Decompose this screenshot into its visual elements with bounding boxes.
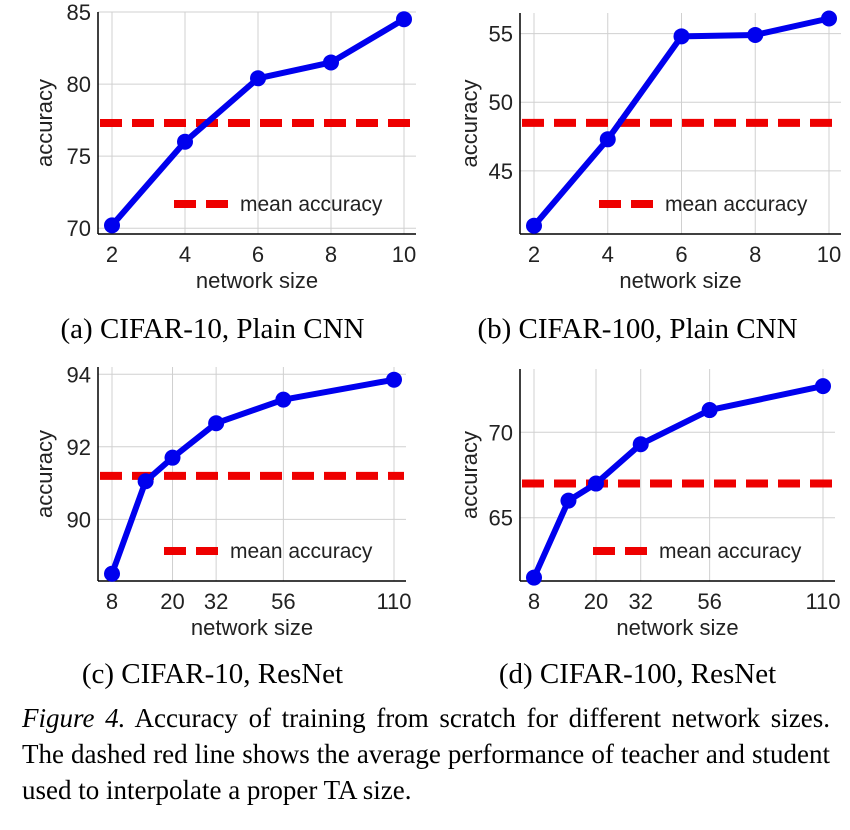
data-point	[701, 402, 718, 419]
chart-panel-c: 8 20 32 56 110 90 92 94 network size accuracy mean…	[0, 345, 425, 690]
x-tick-label: 20	[584, 589, 608, 614]
data-point	[104, 565, 120, 582]
x-tick-label: 4	[602, 242, 614, 267]
data-point	[164, 449, 181, 466]
y-tick-label: 92	[67, 435, 91, 460]
x-tick-label: 6	[252, 242, 264, 267]
subcaption-c: (c) CIFAR-10, ResNet	[81, 658, 344, 690]
data-point	[250, 70, 266, 87]
x-tick-label: 8	[106, 589, 118, 614]
x-axis-label: network size	[619, 268, 741, 293]
y-axis-label: accuracy	[32, 430, 57, 518]
figure-caption: Figure 4. Accuracy of training from scra…	[22, 700, 830, 808]
x-tick-label: 110	[805, 589, 840, 614]
data-point	[560, 492, 577, 509]
y-tick-label: 80	[67, 72, 91, 97]
x-tick-label: 8	[528, 589, 540, 614]
x-tick-label: 110	[376, 589, 411, 614]
y-tick-label: 50	[489, 90, 513, 115]
legend-label: mean accuracy	[665, 193, 808, 216]
figure-caption-text: Accuracy of training from scratch for di…	[22, 703, 831, 805]
data-point	[275, 391, 292, 408]
series-line	[531, 383, 824, 579]
data-point	[526, 569, 542, 586]
x-tick-label: 32	[628, 589, 652, 614]
x-axis-label: network size	[191, 615, 313, 640]
figure-caption-label: Figure 4.	[22, 703, 126, 733]
data-point	[323, 54, 339, 71]
x-axis-label: network size	[616, 615, 738, 640]
y-tick-label: 55	[489, 22, 513, 47]
chart-panel-a: 2 4 6 8 10 70 75 80 85 network size accuracy mean a…	[0, 0, 425, 345]
data-point	[673, 28, 690, 45]
y-tick-label: 90	[67, 507, 91, 532]
x-tick-label: 8	[749, 242, 761, 267]
data-point	[588, 475, 605, 492]
y-axis-label: accuracy	[457, 79, 482, 167]
series-line	[109, 376, 395, 575]
legend-label: mean accuracy	[230, 540, 373, 563]
chart-d: 8 20 32 56 110 65 70 network size accuracy mean a…	[457, 369, 841, 640]
y-tick-label: 70	[67, 216, 91, 241]
data-point	[747, 26, 764, 43]
chart-b: 2 4 6 8 10 45 50 55 network size accuracy mean acc…	[457, 10, 841, 293]
x-axis-label: network size	[196, 268, 318, 293]
data-point	[815, 378, 831, 395]
x-tick-label: 8	[325, 242, 337, 267]
data-point	[104, 217, 120, 234]
data-point	[396, 11, 412, 28]
data-point	[632, 436, 649, 453]
y-axis-label: accuracy	[32, 79, 57, 167]
x-tick-label: 20	[160, 589, 184, 614]
x-tick-label: 56	[697, 589, 721, 614]
y-tick-label: 65	[489, 506, 513, 531]
legend-label: mean accuracy	[659, 540, 802, 563]
x-tick-label: 6	[675, 242, 687, 267]
chart-panel-b: 2 4 6 8 10 45 50 55 network size accuracy mean acc…	[425, 0, 850, 345]
data-point	[386, 371, 402, 388]
y-tick-label: 70	[489, 420, 513, 445]
subcaption-a: (a) CIFAR-10, Plain CNN	[60, 313, 365, 345]
chart-a: 2 4 6 8 10 70 75 80 85 network size accuracy mean a…	[32, 0, 416, 293]
data-point	[177, 133, 193, 150]
x-tick-label: 2	[106, 242, 118, 267]
subcaption-b: (b) CIFAR-100, Plain CNN	[477, 313, 798, 345]
y-axis-label: accuracy	[457, 431, 482, 519]
subcaption-d: (d) CIFAR-100, ResNet	[498, 658, 777, 690]
data-point	[599, 131, 616, 148]
y-tick-label: 94	[67, 362, 91, 387]
x-tick-label: 10	[817, 242, 841, 267]
data-point	[137, 473, 154, 490]
y-tick-label: 85	[67, 0, 91, 25]
x-tick-label: 32	[204, 589, 228, 614]
y-tick-label: 45	[489, 159, 513, 184]
chart-panel-d: 8 20 32 56 110 65 70 network size accuracy mean a…	[425, 345, 850, 690]
x-tick-label: 56	[271, 589, 295, 614]
legend-label: mean accuracy	[240, 193, 383, 216]
data-point	[208, 415, 225, 432]
x-tick-label: 10	[392, 242, 416, 267]
data-point	[821, 10, 837, 27]
data-point	[526, 217, 542, 234]
x-tick-label: 2	[528, 242, 540, 267]
y-tick-label: 75	[67, 144, 91, 169]
x-tick-label: 4	[179, 242, 191, 267]
chart-c: 8 20 32 56 110 90 92 94 network size accuracy mean…	[32, 362, 412, 640]
